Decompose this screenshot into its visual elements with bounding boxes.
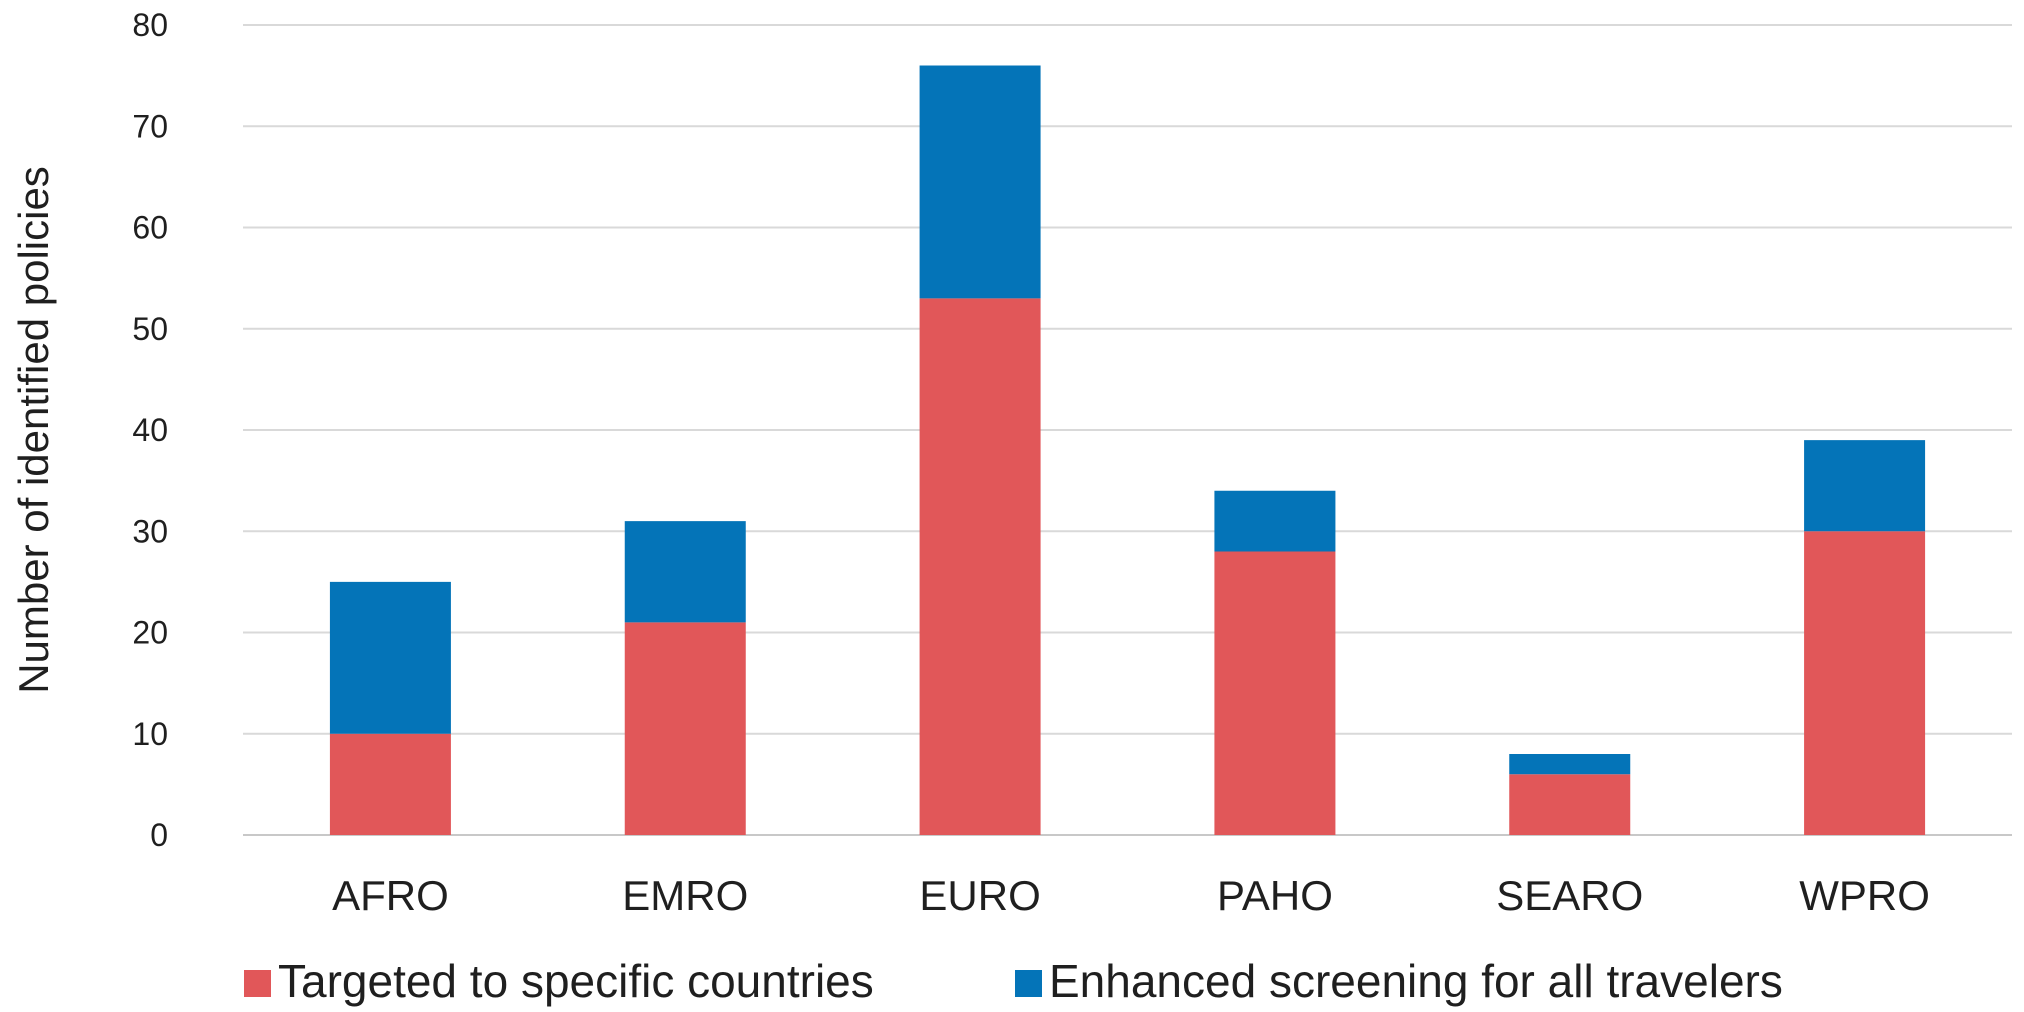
legend-swatch: [1015, 970, 1042, 997]
x-tick-label: PAHO: [1217, 872, 1333, 919]
gridlines: [243, 24, 2012, 836]
legend-label: Enhanced screening for all travelers: [1049, 955, 1783, 1007]
legend: Targeted to specific countries Enhanced s…: [244, 955, 1783, 1007]
bar-emro-series-2: [624, 521, 746, 623]
bar-afro-series-1: [329, 733, 451, 835]
y-tick-label: 70: [132, 108, 168, 144]
y-axis-title: Number of identified policies: [10, 166, 57, 694]
bar-euro-series-2: [919, 65, 1041, 299]
y-tick-label: 40: [132, 412, 168, 448]
y-tick-label: 50: [132, 311, 168, 347]
bar-afro-series-2: [329, 581, 451, 734]
x-axis-labels: AFRO EMRO EURO PAHO SEARO WPRO: [332, 872, 1930, 919]
y-tick-label: 30: [132, 513, 168, 549]
bar-paho-series-2: [1214, 490, 1336, 552]
y-tick-label: 0: [150, 817, 168, 853]
y-tick-label: 20: [132, 615, 168, 651]
x-tick-label: SEARO: [1496, 872, 1643, 919]
bar-wpro-series-2: [1804, 440, 1926, 532]
bar-searo-series-2: [1509, 754, 1631, 775]
bar-wpro-series-1: [1804, 531, 1926, 835]
legend-swatch: [244, 970, 271, 997]
x-tick-label: EURO: [919, 872, 1040, 919]
bar-euro-series-1: [919, 298, 1041, 835]
bar-paho-series-1: [1214, 551, 1336, 835]
y-tick-label: 60: [132, 210, 168, 246]
legend-label: Targeted to specific countries: [278, 955, 874, 1007]
bar-emro-series-1: [624, 622, 746, 835]
x-tick-label: WPRO: [1799, 872, 1930, 919]
y-tick-label: 80: [132, 7, 168, 43]
x-tick-label: AFRO: [332, 872, 449, 919]
x-tick-label: EMRO: [622, 872, 748, 919]
y-tick-label: 10: [132, 716, 168, 752]
bars: [329, 65, 1926, 835]
bar-searo-series-1: [1509, 774, 1631, 835]
y-axis-ticks: 0 10 20 30 40 50 60 70 80: [132, 7, 168, 853]
